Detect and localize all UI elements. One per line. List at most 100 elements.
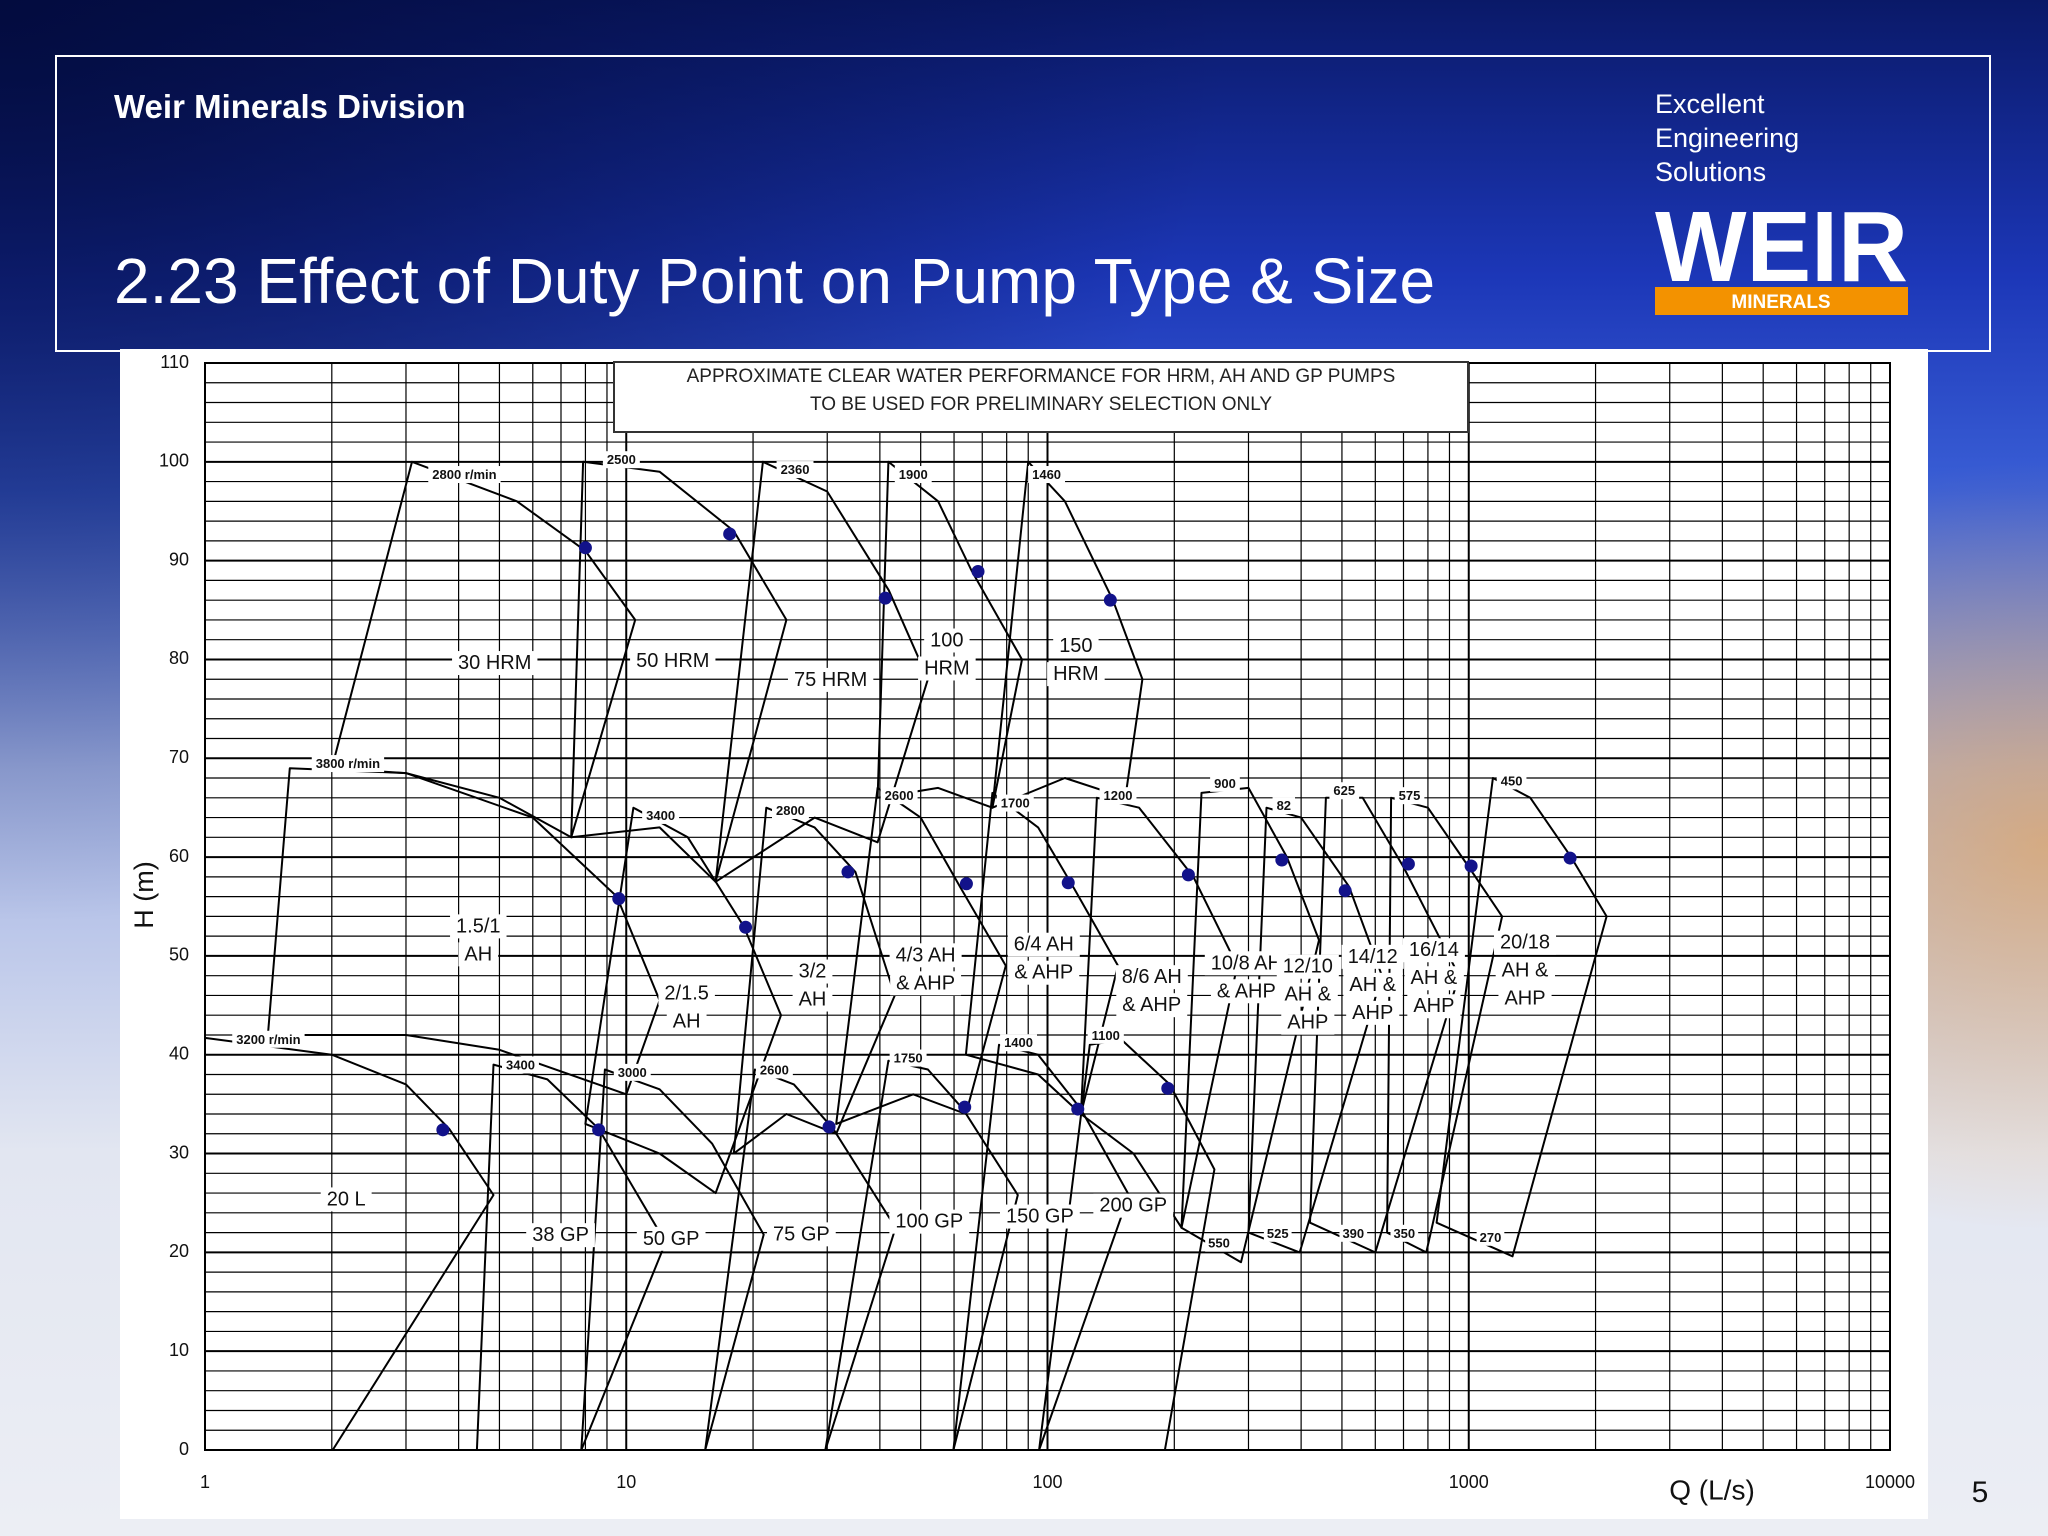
x-tick-label: 100 (1032, 1472, 1062, 1492)
speed-label-bg (502, 1056, 539, 1074)
envelope-label: 50 GP (643, 1228, 700, 1250)
y-tick-label: 100 (159, 451, 189, 471)
envelope-label: 100 GP (895, 1211, 963, 1233)
speed-label: 450 (1501, 773, 1523, 788)
envelope-label-bg (924, 628, 970, 653)
envelope-label-bg (1278, 982, 1338, 1007)
envelope-label-bg (889, 943, 962, 968)
envelope-label-bg (1093, 1193, 1174, 1218)
speed-label-bg (311, 755, 385, 773)
speed-label: 3400 (646, 808, 675, 823)
speed-label-bg (894, 466, 932, 484)
duty-point (739, 920, 753, 934)
envelope-label: AH (673, 1010, 701, 1032)
duty-point (959, 877, 973, 891)
speed-label: 2360 (781, 462, 810, 477)
envelope-label: 30 HRM (458, 652, 531, 674)
speed-label-bg (889, 1049, 927, 1067)
envelope-label-bg (918, 656, 976, 681)
y-tick-label: 40 (169, 1043, 189, 1063)
envelope-label: AH (464, 943, 492, 965)
x-tick-label: 10 (616, 1472, 636, 1492)
duty-point (1275, 853, 1289, 867)
min-speed-label: 390 (1342, 1226, 1364, 1241)
speed-label: 2800 r/min (432, 467, 496, 482)
envelope-label-bg (320, 1187, 372, 1212)
speed-label: 1750 (894, 1051, 923, 1066)
duty-point (1338, 884, 1352, 898)
envelope-label-bg (1210, 979, 1282, 1004)
speed-label: 625 (1333, 783, 1355, 798)
min-speed-label-bg (1476, 1228, 1505, 1246)
envelope-label-bg (890, 971, 962, 996)
envelope-label-bg (1493, 930, 1557, 955)
envelope-label: 150 (1059, 635, 1092, 657)
envelope-label: 6/4 AH (1014, 934, 1074, 956)
speed-label-bg (1099, 787, 1137, 805)
speed-label-bg (602, 451, 640, 469)
min-speed-label: 270 (1480, 1230, 1502, 1245)
duty-point (1071, 1102, 1085, 1116)
envelope-label: 2/1.5 (664, 982, 708, 1004)
y-tick-label: 10 (169, 1340, 189, 1360)
duty-point (958, 1100, 972, 1114)
envelope-label: 10/8 AH (1211, 952, 1282, 974)
envelope-label: 150 GP (1006, 1206, 1074, 1228)
speed-label-bg (1329, 782, 1360, 800)
envelope-label-bg (1407, 994, 1461, 1019)
min-speed-label: 350 (1393, 1226, 1415, 1241)
envelope-label-bg (1276, 954, 1339, 979)
envelope-label-bg (1007, 932, 1080, 957)
envelope-label: AH (799, 989, 827, 1011)
tagline: Engineering (1655, 123, 1799, 153)
pump-envelope (570, 460, 788, 883)
envelope-label-bg (458, 942, 499, 967)
envelope-label-bg (526, 1223, 595, 1248)
speed-label-bg (771, 802, 809, 820)
envelope-label-bg (1404, 966, 1464, 991)
speed-label-bg (1028, 466, 1066, 484)
envelope-label: AH & (1349, 974, 1396, 996)
y-tick-label: 60 (169, 846, 189, 866)
duty-point (878, 591, 892, 605)
logo-bar (1655, 287, 1908, 315)
y-tick-label: 50 (169, 945, 189, 965)
speed-label: 2600 (760, 1062, 789, 1077)
envelope-label: AH & (1411, 967, 1458, 989)
duty-point (1464, 859, 1478, 873)
envelope-label: 100 (930, 630, 963, 652)
logo-subtitle: MINERALS (1731, 292, 1830, 313)
envelope-label: & AHP (1217, 980, 1276, 1002)
envelope-label: AHP (1413, 995, 1454, 1017)
envelope-label: 20 L (327, 1188, 366, 1210)
y-tick-label: 70 (169, 747, 189, 767)
speed-label-bg (755, 1061, 793, 1079)
envelope-label: 8/6 AH (1122, 966, 1182, 988)
envelope-label-bg (792, 987, 833, 1012)
tagline: Solutions (1655, 157, 1766, 187)
envelope-label-bg (450, 914, 507, 939)
speed-label: 2600 (885, 788, 914, 803)
tagline: Excellent (1655, 89, 1765, 119)
min-speed-label-bg (1339, 1224, 1368, 1242)
y-tick-label: 20 (169, 1241, 189, 1261)
envelope-label: AH & (1284, 984, 1331, 1006)
duty-point (1401, 857, 1415, 871)
duty-point (841, 865, 855, 879)
y-tick-label: 30 (169, 1142, 189, 1162)
envelope-label: & AHP (896, 972, 955, 994)
speed-label: 1900 (899, 467, 928, 482)
duty-point (1161, 1081, 1175, 1095)
note-box (613, 361, 1469, 433)
speed-label-bg (1394, 787, 1425, 805)
envelope-label-bg (630, 648, 716, 673)
duty-point (578, 541, 592, 555)
envelope-label-bg (636, 1226, 706, 1251)
x-axis-title: Q (L/s) (1669, 1474, 1755, 1505)
speed-label: 3000 (618, 1065, 647, 1080)
speed-label-bg (428, 466, 501, 484)
x-tick-label: 10000 (1865, 1472, 1915, 1492)
duty-point (723, 527, 737, 541)
envelope-label: 16/14 (1409, 939, 1459, 961)
envelope-label-bg (1047, 662, 1105, 687)
